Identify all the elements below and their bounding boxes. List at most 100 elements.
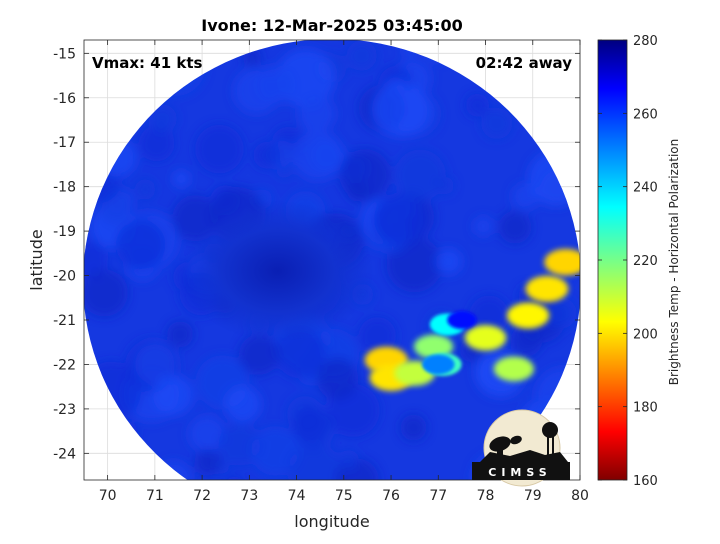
x-tick-label: 74 [288,488,306,504]
warm-feature-mark [447,310,477,330]
swath-texture-blob [238,334,280,375]
warm-feature-mark [506,302,550,329]
y-tick-label: -21 [53,313,76,329]
swath-texture-blob [148,104,177,133]
cimss-logo: CIMSS [472,409,570,487]
y-tick-label: -17 [53,135,76,151]
swath-texture-blob [172,170,190,188]
swath-texture-blob [218,423,261,466]
swath-texture-blob [134,179,156,200]
time-away-annotation: 02:42 away [476,54,573,72]
y-tick-label: -19 [53,224,76,240]
y-tick-label: -16 [53,91,76,107]
swath-texture-blob [339,149,391,201]
swath-texture-blob [346,40,377,71]
swath-texture-blob [510,324,543,357]
swath-texture-blob [84,241,109,278]
x-tick-label: 70 [99,488,117,504]
warm-feature-mark [413,334,454,359]
swath-texture-blob [292,407,329,443]
colorbar-tick-label: 200 [633,327,658,342]
y-tick-label: -23 [53,402,76,418]
swath-texture-blob [287,443,343,480]
swath-texture-blob [371,81,428,138]
y-tick-label: -15 [53,46,76,62]
swath-texture-blob [435,248,462,275]
warm-feature-mark [422,354,455,375]
swath-texture-blob [335,458,380,480]
swath-texture-blob [465,93,489,117]
y-axis-label: latitude [27,229,46,290]
warm-feature-mark [544,248,580,276]
swath-texture-blob [253,141,280,169]
swath-texture-blob [545,297,577,329]
x-tick-label: 73 [240,488,258,504]
colorbar-tick-label: 260 [633,107,658,122]
swath-texture-blob [166,321,194,348]
swath-texture-blob [250,426,300,476]
x-tick-label: 80 [571,488,589,504]
swath-texture-blob [298,95,336,133]
swath-texture-blob [481,107,513,140]
colorbar-tick-label: 240 [633,181,658,196]
swath-texture-blob [224,386,262,423]
swath-texture-blob [358,316,397,355]
y-axis: -15 -16 -17 -18 -19 -20 -21 -22 -23 -24 [53,46,580,462]
y-tick-label: -22 [53,357,76,373]
warm-feature-mark [525,275,569,303]
swath-texture-blob [138,125,175,162]
x-tick-label: 72 [193,488,211,504]
colorbar [597,39,628,481]
swath-texture-blob [188,415,226,453]
swath-texture-blob [275,328,325,379]
chart-title: Ivone: 12-Mar-2025 03:45:00 [201,16,462,35]
swath-texture-blob [195,124,244,174]
y-tick-label: -20 [53,269,76,285]
satellite-dish-icon [489,436,511,452]
x-tick-label: 79 [524,488,542,504]
colorbar-tick-label: 180 [633,401,658,416]
colorbar-label: Brightness Temp - Horizontal Polarizatio… [667,139,681,386]
swath-texture-blob [316,357,359,400]
axes-frame [83,39,581,481]
colorbar-tick-label: 220 [633,254,658,269]
x-tick-label: 75 [335,488,353,504]
x-tick-label: 78 [477,488,495,504]
x-axis: 70 71 72 73 74 75 76 77 78 79 80 [99,40,589,504]
x-tick-label: 71 [146,488,164,504]
swath-texture-blob [498,210,532,244]
y-tick-label: -18 [53,180,76,196]
tower-leg-left [547,436,549,462]
colorbar-ticks: 280 260 240 220 200 180 160 [598,34,658,489]
logo-text: CIMSS [488,466,551,479]
small-dish-icon [510,435,522,445]
swath-texture-blob [134,342,177,385]
vmax-annotation: Vmax: 41 kts [92,54,202,72]
swath-texture-blob [152,374,194,416]
swath-texture-blob [115,219,166,270]
swath-texture-blob [194,449,222,476]
swath-texture-blob [338,450,359,470]
tower-leg-right [552,436,554,462]
swath-texture-blob [292,130,343,181]
colorbar-tick-label: 280 [633,34,658,49]
water-tower-tank-icon [542,422,558,438]
swath-texture-blob [394,149,446,201]
x-tick-label: 76 [382,488,400,504]
x-axis-label: longitude [294,512,369,531]
warm-feature-mark [464,324,507,351]
swath-texture-blob [373,192,427,246]
x-tick-label: 77 [429,488,447,504]
swath-texture-blob [84,269,128,317]
eye-region [182,201,373,342]
y-tick-label: -24 [53,446,76,462]
colorbar-tick-label: 160 [633,474,658,489]
swath-texture-blob [233,67,280,115]
swath-texture-blob [473,216,494,237]
warm-feature-mark [493,356,535,382]
swath-texture-blob [469,295,509,336]
logo-band [472,462,570,480]
logo-hills [480,450,568,462]
